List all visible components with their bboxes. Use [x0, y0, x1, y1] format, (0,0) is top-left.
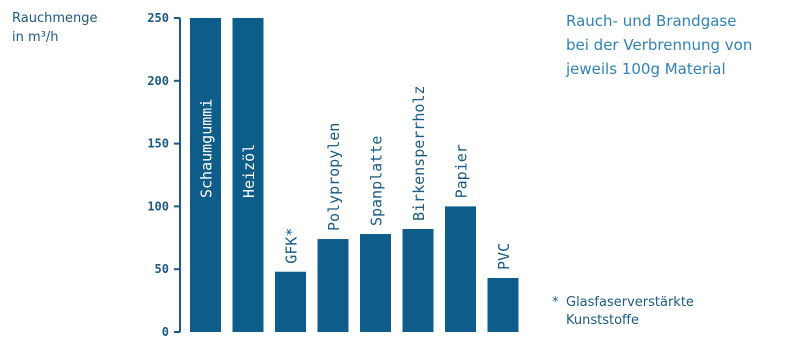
bar — [232, 18, 264, 332]
bar — [190, 18, 221, 332]
bar-category-label: PVC — [495, 243, 513, 270]
chart-title-line-3: jeweils 100g Material — [566, 60, 726, 78]
bar — [317, 239, 349, 332]
y-tick-label: 0 — [162, 325, 169, 339]
bars — [190, 18, 519, 332]
bar — [487, 277, 519, 332]
chart-title-line-2: bei der Verbrennung von — [566, 36, 753, 54]
chart-title: Rauch- und Brandgase bei der Verbrennung… — [566, 9, 752, 81]
footnote-marker: * — [552, 295, 559, 310]
bar-category-label: Birkensperrholz — [410, 86, 428, 221]
footnote-line-2: Kunststoffe — [566, 313, 640, 328]
y-axis-label-line-1: Rauchmenge — [12, 11, 98, 26]
footnote: * Glasfaserverstärkte Kunststoffe — [552, 294, 694, 330]
y-tick-label: 250 — [147, 11, 169, 25]
chart-title-line-1: Rauch- und Brandgase — [566, 12, 737, 30]
bar-category-label: Polypropylen — [325, 123, 343, 231]
y-axis: 0 50 100 150 200 250 — [147, 11, 181, 339]
y-tick-label: 150 — [147, 137, 169, 151]
bar — [445, 206, 476, 332]
bar-category-label: Schaumgummi — [198, 99, 216, 198]
bar-category-label: Heizöl — [240, 144, 258, 198]
y-axis-label: Rauchmenge in m³/h — [12, 9, 98, 47]
bar-labels: Schaumgummi Heizöl GFK* Polypropylen Spanpla… — [198, 86, 514, 270]
y-tick-label: 200 — [147, 74, 169, 88]
y-axis-label-line-2: in m³/h — [12, 30, 59, 45]
bar — [360, 234, 391, 332]
y-tick-label: 50 — [155, 262, 169, 276]
bar-category-label: GFK* — [283, 228, 301, 264]
bar — [275, 271, 306, 332]
bar-category-label: Papier — [453, 144, 471, 198]
footnote-line-1: Glasfaserverstärkte — [566, 295, 694, 310]
y-tick-label: 100 — [147, 199, 169, 213]
bar — [402, 229, 434, 332]
bar-category-label: Spanplatte — [368, 136, 386, 226]
